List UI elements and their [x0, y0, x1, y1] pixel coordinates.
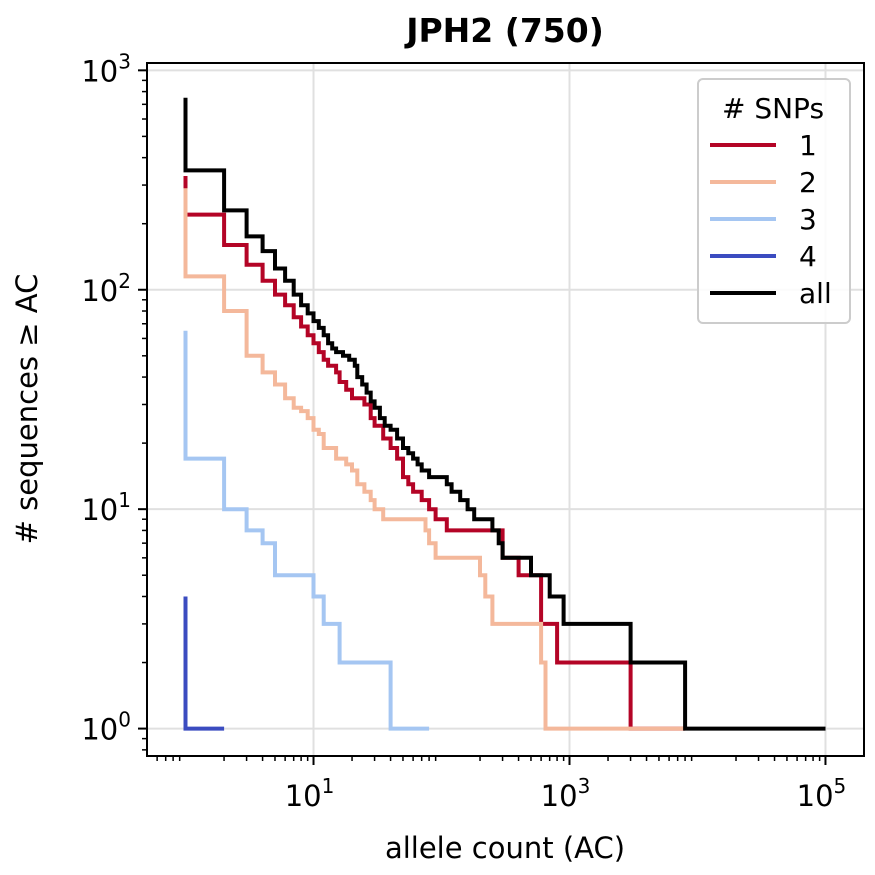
x-axis: 101 103 105 — [156, 756, 847, 813]
series-line-1 — [183, 176, 686, 731]
chart-title: JPH2 (750) — [404, 11, 604, 50]
y-tick-label: 102 — [81, 269, 131, 308]
legend-label: 1 — [799, 129, 817, 162]
series-layer — [183, 97, 826, 731]
series-line-2 — [183, 188, 686, 731]
series-line-4 — [183, 596, 225, 731]
series-line-all — [183, 97, 826, 731]
x-tick-label: 103 — [541, 774, 591, 813]
legend-label: 2 — [799, 166, 817, 199]
y-tick-label: 101 — [81, 488, 131, 527]
y-axis-label: # sequences ≥ AC — [10, 274, 44, 545]
x-tick-label: 105 — [797, 774, 847, 813]
series-line-3 — [183, 330, 430, 731]
legend-label: 4 — [799, 240, 817, 273]
legend-entries: 1 2 3 4 all — [710, 129, 832, 310]
y-tick-label: 100 — [81, 708, 131, 747]
legend-label: all — [799, 277, 832, 310]
y-tick-label: 103 — [81, 49, 131, 88]
x-tick-label: 101 — [285, 774, 335, 813]
legend-box — [697, 78, 851, 324]
x-axis-label: allele count (AC) — [385, 831, 625, 865]
y-axis: 100 101 102 103 — [81, 49, 147, 751]
legend-label: 3 — [799, 203, 817, 236]
legend-title: # SNPs — [722, 92, 824, 125]
legend: # SNPs 1 2 3 4 all — [697, 78, 851, 324]
plot-frame — [146, 62, 865, 757]
